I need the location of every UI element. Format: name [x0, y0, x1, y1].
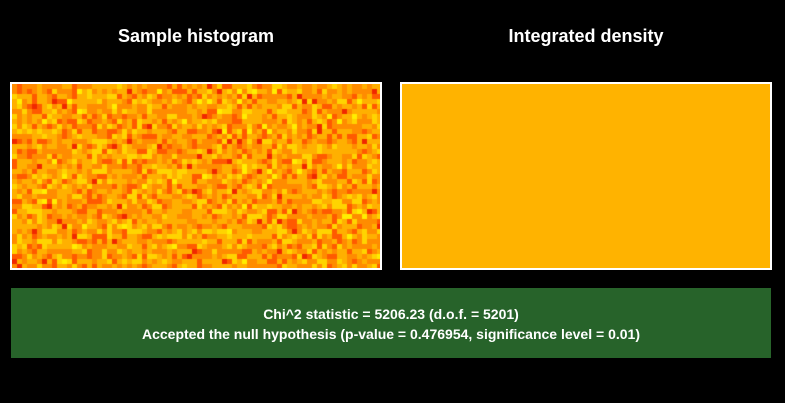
integrated-density-fill [402, 84, 770, 268]
integrated-density-panel [400, 82, 772, 270]
chi-square-statistic-text: Chi^2 statistic = 5206.23 (d.o.f. = 5201… [263, 306, 519, 322]
sample-histogram-panel [10, 82, 382, 270]
histogram-title: Sample histogram [117, 26, 275, 46]
density-title: Integrated density [508, 26, 664, 46]
chi-square-result-box: Chi^2 statistic = 5206.23 (d.o.f. = 5201… [11, 288, 771, 358]
sample-histogram-heatmap [12, 84, 380, 268]
hypothesis-result-text: Accepted the null hypothesis (p-value = … [142, 326, 640, 342]
